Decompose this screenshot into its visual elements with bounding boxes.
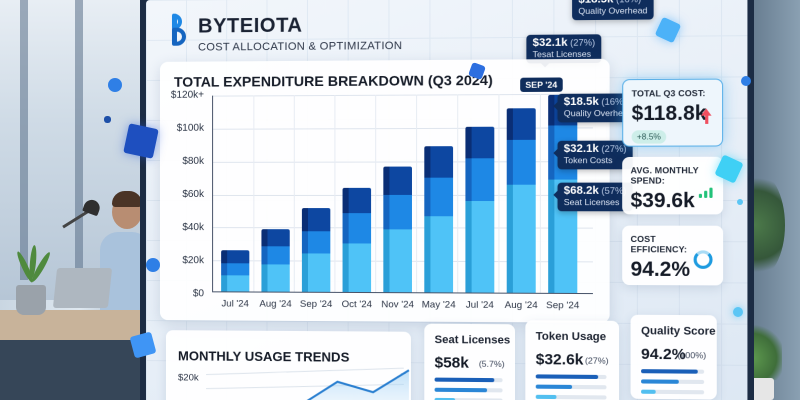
- progress-bar: [535, 394, 607, 400]
- decorative-sphere: [108, 78, 122, 92]
- progress-bar: [641, 369, 705, 374]
- desk-top: [0, 310, 150, 340]
- bar-segment-token-costs: [342, 212, 372, 244]
- mini-card-seat-licenses[interactable]: Seat Licenses $58k (5.7%): [424, 323, 515, 400]
- decorative-sphere: [733, 307, 743, 317]
- stacked-bar[interactable]: Oct '24: [342, 187, 372, 310]
- bar-segment-seat-licenses: [465, 201, 495, 293]
- stacked-bar[interactable]: Jul '24: [221, 250, 250, 310]
- floating-tooltip-quality-overhead: $18.5k (16%) Quality Overhead: [572, 0, 654, 21]
- ring-progress-icon: [693, 250, 713, 269]
- stacked-bar-plot: Jul '24 Aug '24 Sep '24 Oct '24 Nov '24 May '…: [212, 93, 593, 311]
- bar-segment-quality-overhead: [261, 229, 290, 247]
- y-tick: $80k: [182, 155, 205, 167]
- decorative-sphere: [741, 76, 751, 86]
- progress-bar: [535, 384, 607, 390]
- stacked-bar[interactable]: May '24: [422, 146, 456, 311]
- bar-segment-seat-licenses: [301, 253, 331, 292]
- y-tick: $60k: [182, 188, 205, 200]
- brand-name: BYTEIOTA: [198, 14, 303, 38]
- progress-bar: [641, 389, 705, 395]
- y-tick: $20k: [182, 255, 205, 267]
- change-badge: +8.5%: [631, 130, 667, 144]
- chart-title: TOTAL EXPENDITURE BREAKDOWN (Q3 2024): [173, 71, 493, 90]
- bar-segment-token-costs: [383, 194, 412, 230]
- bar-segment-quality-overhead: [465, 126, 495, 159]
- progress-bar: [434, 387, 503, 393]
- bar-segment-seat-licenses: [383, 229, 412, 293]
- x-axis-label: Sep '24: [546, 299, 580, 312]
- decorative-sphere: [737, 199, 743, 205]
- y-tick: $100k: [176, 122, 205, 134]
- bar-segment-quality-overhead: [221, 250, 250, 264]
- y-tick: $0: [192, 288, 205, 300]
- bar-segment-seat-licenses: [506, 184, 536, 293]
- mini-card-quality-score[interactable]: Quality Score 94.2% (100%): [630, 314, 717, 400]
- stacked-bar[interactable]: Aug '24: [505, 107, 538, 311]
- brand-subtitle: COST ALLOCATION & OPTIMIZATION: [198, 39, 403, 54]
- bar-segment-token-costs: [465, 157, 495, 202]
- bar-segment-token-costs: [301, 230, 331, 254]
- brand-header: BYTEIOTA COST ALLOCATION & OPTIMIZATION: [170, 12, 402, 54]
- plant-pot: [16, 285, 46, 315]
- byteiota-logo-icon: [170, 13, 192, 48]
- usage-trend-line: [166, 330, 411, 400]
- stacked-bar[interactable]: Jul '24: [465, 126, 495, 311]
- bar-segment-token-costs: [506, 139, 536, 185]
- stacked-bar[interactable]: Sep '24: [300, 207, 332, 310]
- progress-bar: [535, 374, 607, 380]
- bar-segment-quality-overhead: [342, 187, 372, 213]
- bar-segment-seat-licenses: [424, 216, 454, 293]
- progress-bar: [641, 379, 705, 385]
- dashboard-screen: BYTEIOTA COST ALLOCATION & OPTIMIZATION …: [145, 0, 748, 400]
- bar-segment-seat-licenses: [221, 274, 250, 292]
- bar-segment-seat-licenses: [261, 264, 290, 292]
- bar-segment-quality-overhead: [383, 166, 412, 195]
- bar-segment-token-costs: [261, 246, 290, 265]
- decorative-cube: [104, 116, 111, 123]
- progress-bar: [434, 377, 503, 383]
- stacked-bar[interactable]: Nov '24: [381, 166, 414, 310]
- kpi-total-q3-cost[interactable]: TOTAL Q3 COST: $118.8k +8.5%: [622, 78, 724, 147]
- laptop: [52, 268, 113, 308]
- bar-segment-quality-overhead: [506, 107, 536, 140]
- highlight-month-tag: SEP '24: [520, 77, 563, 92]
- kpi-cost-efficiency[interactable]: COST EFFICIENCY: 94.2%: [622, 225, 724, 286]
- monitor-frame: BYTEIOTA COST ALLOCATION & OPTIMIZATION …: [140, 0, 754, 400]
- window-mullion: [75, 0, 83, 280]
- decorative-sphere: [146, 258, 160, 272]
- window-mullion: [20, 0, 28, 280]
- bar-segment-token-costs: [424, 177, 454, 217]
- usage-trends-card: MONTHLY USAGE TRENDS $20k: [165, 330, 411, 400]
- y-tick: $40k: [182, 222, 205, 234]
- bar-segment-quality-overhead: [301, 207, 331, 231]
- signal-bars-icon: [698, 187, 713, 198]
- y-tick: $120k+: [170, 89, 205, 101]
- decorative-cube: [123, 123, 159, 159]
- bar-segment-token-costs: [221, 263, 250, 276]
- person-hair: [112, 191, 142, 207]
- desk-front: [0, 340, 150, 400]
- kpi-avg-monthly-spend[interactable]: AVG. MONTHLY SPEND: $39.6k: [622, 156, 724, 215]
- arrow-up-icon: [700, 108, 712, 124]
- stacked-bar[interactable]: Aug '24: [259, 229, 292, 310]
- expenditure-chart-card: TOTAL EXPENDITURE BREAKDOWN (Q3 2024) $1…: [159, 58, 640, 323]
- mini-card-token-usage[interactable]: Token Usage $32.6k (27%): [525, 320, 620, 400]
- bar-segment-seat-licenses: [342, 243, 372, 293]
- bar-segment-quality-overhead: [424, 146, 454, 179]
